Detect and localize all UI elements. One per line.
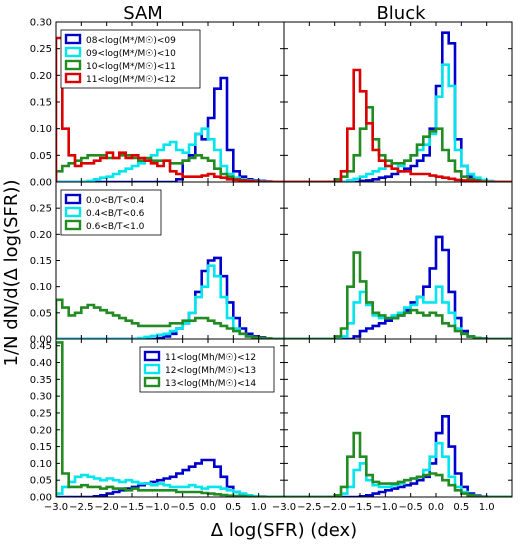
y-tick-label: 0.25	[30, 204, 52, 215]
x-tick-label: 1.0	[251, 502, 267, 513]
legend-label: 13<log(Mh/M☉)<14	[165, 379, 256, 389]
legend-label: 09<log(M*/M☉)<10	[86, 49, 176, 59]
y-tick-label: 0.00	[30, 335, 52, 346]
legend-box	[60, 29, 201, 89]
legend-swatch	[64, 219, 82, 231]
y-tick-label: 0.15	[30, 98, 52, 109]
x-tick-label: −1.0	[145, 502, 169, 513]
legend-swatch	[143, 363, 161, 375]
x-tick-label: 0.5	[453, 502, 469, 513]
panel-r0-c0: 0.00 0.05 0.10 0.15 0.20 0.25 0.30 08<log(M*/M☉…	[30, 18, 285, 189]
legend-swatch	[64, 193, 82, 205]
legend-label: 0.6<B/T<1.0	[86, 222, 145, 232]
histogram-series-2	[56, 298, 284, 339]
y-axis-label: 1/N dN/d(Δ log(SFR))	[1, 180, 22, 367]
y-tick-label: 0.25	[30, 44, 52, 55]
histogram-series-1	[56, 264, 284, 339]
series-group	[56, 256, 284, 339]
y-tick-label: 0.30	[30, 392, 52, 403]
series-group	[284, 31, 512, 182]
y-tick-label: 0.20	[30, 425, 52, 436]
y-tick-label: 0.10	[30, 459, 52, 470]
histogram-series-0	[284, 235, 512, 339]
y-tick-label: 0.05	[30, 476, 52, 487]
legend-swatch	[143, 376, 161, 388]
x-tick-label: 1.0	[479, 502, 495, 513]
x-axis-label: Δ log(SFR) (dex)	[211, 520, 357, 541]
y-tick-label: 0.15	[30, 442, 52, 453]
x-tick-label: −1.5	[348, 502, 372, 513]
y-tick-label: 0.10	[30, 124, 52, 135]
x-tick-label: −2.5	[69, 502, 93, 513]
histogram-series-0	[284, 415, 512, 497]
legend-label: 08<log(M*/M☉)<09	[86, 36, 176, 46]
legend-swatch	[64, 59, 82, 71]
histogram-series-3	[284, 68, 512, 182]
legend-label: 0.0<B/T<0.4	[86, 196, 145, 206]
legend-label: 10<log(M*/M☉)<11	[86, 62, 176, 72]
legend-box	[139, 346, 275, 393]
legend: 11<log(Mh/M☉)<12 12<log(Mh/M☉)<13 13<log(M…	[139, 346, 275, 393]
x-tick-label: −2.0	[95, 502, 119, 513]
x-tick-label: −3.0	[44, 502, 68, 513]
panel-r2-c1: −3.0 −2.5 −2.0 −1.5 −1.0 −0.5 0.0 0.5 1.0	[272, 338, 513, 513]
y-tick-label: 0.05	[30, 308, 52, 319]
x-tick-label: −1.5	[120, 502, 144, 513]
y-tick-label: 0.35	[30, 375, 52, 386]
x-tick-label: 0.5	[225, 502, 241, 513]
x-tick-label: −0.5	[399, 502, 423, 513]
y-tick-label: 0.15	[30, 256, 52, 267]
legend-label: 11<log(M*/M☉)<12	[86, 75, 176, 85]
panel-r1-c0: 0.00 0.05 0.10 0.15 0.20 0.25 0.0<B/T<0.4 0.4<B…	[30, 181, 285, 346]
x-tick-label: −2.0	[323, 502, 347, 513]
legend-swatch	[64, 72, 82, 84]
panel-r1-c1	[283, 181, 513, 340]
y-tick-label: 0.30	[30, 18, 52, 29]
legend-swatch	[143, 350, 161, 362]
x-tick-label: −3.0	[272, 502, 296, 513]
panel-grid: 0.00 0.05 0.10 0.15 0.20 0.25 0.30 08<log(M*/M☉…	[30, 18, 513, 513]
histogram-series-2	[284, 251, 512, 339]
histogram-series-0	[284, 31, 512, 182]
legend-label: 0.4<B/T<0.6	[86, 209, 145, 219]
legend-swatch	[64, 33, 82, 45]
histogram-series-1	[56, 473, 284, 497]
y-tick-label: 0.45	[30, 341, 52, 352]
column-title-sam: SAM	[123, 3, 163, 24]
x-tick-label: −0.5	[171, 502, 195, 513]
x-tick-label: 0.0	[200, 502, 216, 513]
series-group	[284, 415, 512, 497]
histogram-series-2	[284, 431, 512, 497]
histogram-series-3	[56, 36, 284, 182]
panel-frame	[283, 338, 513, 498]
y-tick-label: 0.40	[30, 358, 52, 369]
legend-swatch	[64, 206, 82, 218]
y-tick-label: 0.25	[30, 408, 52, 419]
column-title-bluck: Bluck	[376, 3, 426, 24]
y-tick-label: 0.05	[30, 151, 52, 162]
y-tick-label: 0.20	[30, 71, 52, 82]
x-tick-label: −1.0	[373, 502, 397, 513]
panel-frame	[283, 21, 513, 183]
series-group	[284, 235, 512, 339]
series-group	[56, 36, 284, 182]
panel-r2-c0: −3.0 −2.5 −2.0 −1.5 −1.0 −0.5 0.0 0.5 1.0 0.00 0.0…	[30, 338, 285, 513]
y-tick-label: 0.00	[30, 178, 52, 189]
histogram-series-2	[56, 341, 284, 497]
legend-label: 12<log(Mh/M☉)<13	[165, 366, 256, 376]
legend-label: 11<log(Mh/M☉)<12	[165, 353, 256, 363]
legend-swatch	[64, 46, 82, 58]
legend: 08<log(M*/M☉)<09 09<log(M*/M☉)<10 10<log(M…	[60, 29, 201, 89]
panel-r0-c1	[283, 21, 513, 183]
legend: 0.0<B/T<0.4 0.4<B/T<0.6 0.6<B/T<1.0	[60, 189, 162, 236]
y-tick-label: 0.00	[30, 493, 52, 504]
x-tick-label: 0.0	[428, 502, 444, 513]
y-tick-label: 0.20	[30, 230, 52, 241]
x-tick-label: −2.5	[297, 502, 321, 513]
y-tick-label: 0.10	[30, 282, 52, 293]
histogram-series-1	[284, 285, 512, 339]
legend-box	[60, 189, 162, 236]
